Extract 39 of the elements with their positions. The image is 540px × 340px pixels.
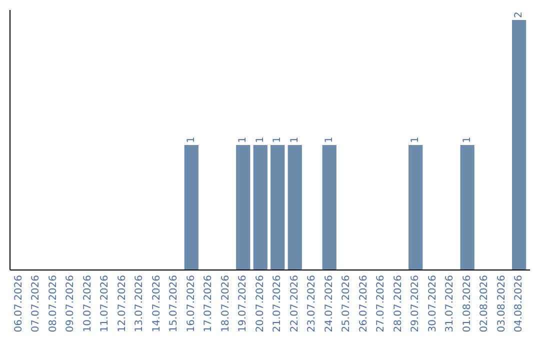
data-label: 1 <box>186 136 197 143</box>
x-tick-label: 11.07.2026 <box>100 275 111 332</box>
x-tick-label: 20.07.2026 <box>254 275 266 332</box>
x-tick-label: 29.07.2026 <box>410 275 422 332</box>
data-label: 1 <box>254 136 266 143</box>
x-tick-label: 03.08.2026 <box>496 275 508 332</box>
data-label: 1 <box>289 136 300 143</box>
x-tick-label: 10.07.2026 <box>82 275 94 332</box>
x-tick-label: 28.07.2026 <box>392 275 404 332</box>
x-tick-label: 19.07.2026 <box>238 275 249 332</box>
x-tick-label: 23.07.2026 <box>306 275 318 332</box>
x-tick-label: 31.07.2026 <box>444 275 456 332</box>
x-tick-label: 16.07.2026 <box>186 275 197 332</box>
x-tick-label: 17.07.2026 <box>203 275 214 332</box>
x-tick-label: 24.07.2026 <box>324 275 335 332</box>
x-tick-label: 12.07.2026 <box>116 275 128 332</box>
data-label: 1 <box>272 136 284 143</box>
x-tick-label: 09.07.2026 <box>65 275 76 332</box>
x-tick-label: 25.07.2026 <box>341 275 352 332</box>
x-tick-label: 02.08.2026 <box>479 275 490 332</box>
x-tick-label: 18.07.2026 <box>220 275 232 332</box>
x-tick-label: 01.08.2026 <box>462 275 473 332</box>
data-label: 1 <box>324 136 335 143</box>
data-label: 1 <box>238 136 249 143</box>
x-tick-label: 15.07.2026 <box>168 275 180 332</box>
x-tick-label: 27.07.2026 <box>376 275 387 332</box>
x-tick-label: 06.07.2026 <box>13 275 24 332</box>
x-tick-label: 08.07.2026 <box>48 275 59 332</box>
x-tick-label: 30.07.2026 <box>427 275 438 332</box>
x-tick-label: 07.07.2026 <box>30 275 42 332</box>
x-tick-label: 14.07.2026 <box>151 275 162 332</box>
data-label: 1 <box>462 136 473 143</box>
data-label: 2 <box>514 12 525 18</box>
x-tick-label: 13.07.2026 <box>134 275 146 332</box>
data-label: 1 <box>410 136 422 143</box>
x-tick-label: 26.07.2026 <box>358 275 370 332</box>
x-tick-label: 04.08.2026 <box>514 275 525 332</box>
x-tick-label: 22.07.2026 <box>289 275 300 332</box>
x-tick-label: 21.07.2026 <box>272 275 284 332</box>
